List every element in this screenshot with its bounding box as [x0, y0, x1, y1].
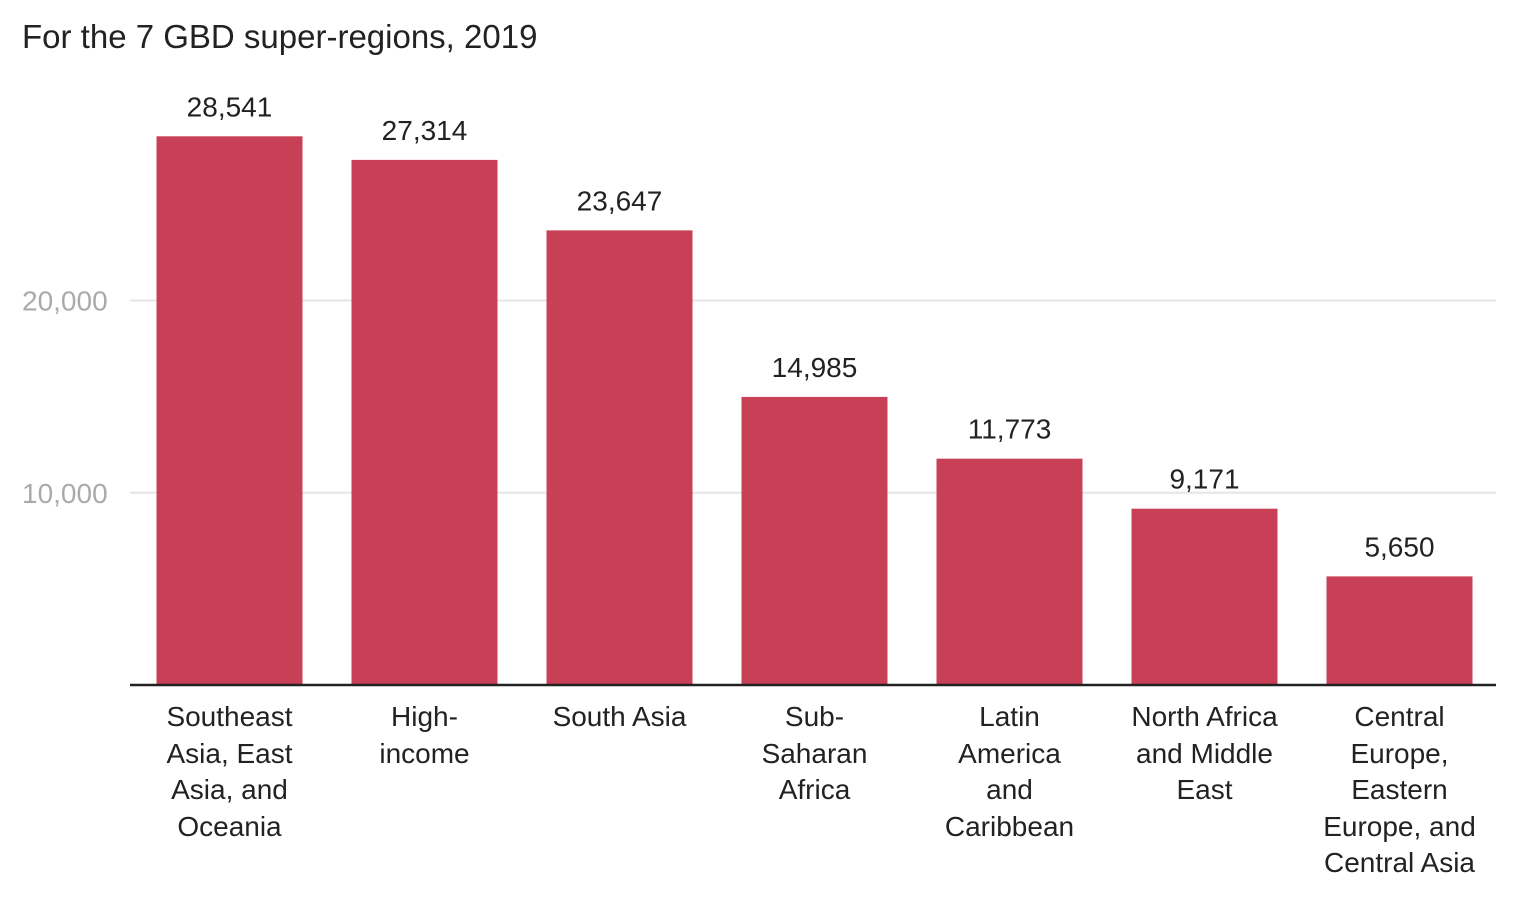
data-label: 11,773 — [968, 414, 1052, 445]
x-tick-label-line: Asia, East — [166, 737, 293, 769]
x-tick-label-line: and Middle — [1136, 737, 1273, 769]
chart-title: For the 7 GBD super-regions, 2019 — [22, 18, 538, 55]
x-tick-label-line: Asia, and — [171, 774, 288, 805]
y-tick-label: 20,000 — [22, 286, 108, 317]
bar — [741, 396, 888, 685]
x-tick-label-line: Latin — [979, 701, 1040, 732]
bar — [546, 230, 693, 686]
data-label: 27,314 — [382, 115, 468, 146]
data-label: 14,985 — [772, 352, 858, 383]
bar — [1326, 576, 1473, 685]
data-label: 28,541 — [187, 91, 273, 122]
data-label: 5,650 — [1364, 531, 1434, 562]
x-tick-label: North Africa and Middle East — [1115, 699, 1295, 809]
data-label: 9,171 — [1169, 464, 1239, 495]
x-tick-label-line: Europe, — [1350, 737, 1449, 769]
x-tick-label: Sub- Saharan Africa — [725, 699, 905, 809]
x-tick-label: High-income — [335, 699, 515, 772]
x-tick-label: Latin America and Caribbean — [920, 699, 1100, 845]
x-tick-label: Central Europe, Eastern Europe, and Central … — [1310, 699, 1490, 882]
x-tick-label-line: Europe, and — [1323, 810, 1476, 842]
x-tick-label-line: Sub- — [784, 701, 845, 732]
x-tick-label-line: Southeast — [166, 701, 293, 732]
bar — [156, 136, 303, 686]
x-tick-label-line: Caribbean — [944, 810, 1075, 842]
bar — [1131, 508, 1278, 685]
x-tick-label-line: America — [958, 737, 1061, 769]
x-tick-label-line: Eastern — [1351, 774, 1448, 805]
x-tick-label-line: income — [379, 737, 470, 769]
x-tick-label-line: South Asia — [552, 701, 687, 732]
x-tick-label-line: Central — [1354, 701, 1445, 732]
x-tick-label-line: Central Asia — [1324, 847, 1475, 878]
x-tick-label: Southeast Asia, East Asia, and Oceania — [140, 699, 320, 845]
y-tick-label: 10,000 — [22, 478, 108, 509]
x-tick-label-line: Oceania — [177, 810, 282, 842]
x-tick-label: South Asia — [530, 699, 710, 736]
x-tick-label-line: North Africa — [1131, 701, 1278, 732]
bar — [936, 458, 1083, 685]
x-tick-label-line: and — [986, 774, 1033, 805]
data-label: 23,647 — [577, 185, 663, 216]
x-tick-label-line: High- — [391, 701, 458, 732]
x-tick-label-line: Saharan — [761, 737, 868, 769]
x-tick-label-line: East — [1176, 774, 1233, 805]
bar — [351, 159, 498, 685]
x-tick-label-line: Africa — [778, 774, 851, 805]
